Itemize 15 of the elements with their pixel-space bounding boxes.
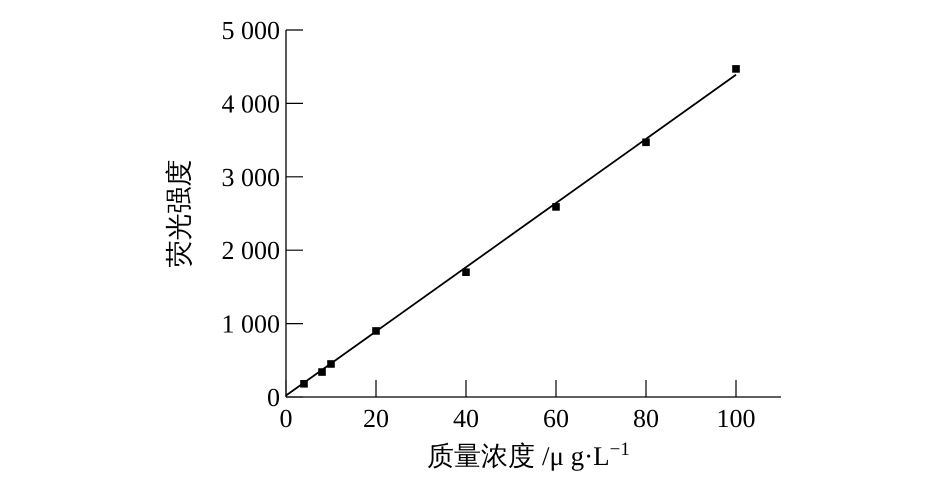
x-tick-label: 20 <box>363 404 389 433</box>
y-tick-label: 3 000 <box>222 162 280 192</box>
y-tick-label: 2 000 <box>222 236 280 266</box>
x-axis-title: 质量浓度 /μ g·L$^{−1}$ <box>427 438 630 471</box>
point <box>462 268 470 276</box>
x-tick-label: 40 <box>453 404 479 433</box>
y-tick-label: 0 <box>267 383 280 412</box>
x-tick-label: 80 <box>633 404 659 433</box>
x-tick-label: 60 <box>543 404 569 433</box>
y-tick-label: 5 000 <box>222 16 280 45</box>
y-tick-label: 4 000 <box>222 89 280 118</box>
y-tick-label: 1 000 <box>222 310 280 339</box>
x-tick-label: 100 <box>716 404 756 433</box>
y-axis-title: 荧光强度 <box>164 160 194 268</box>
point <box>732 65 740 73</box>
